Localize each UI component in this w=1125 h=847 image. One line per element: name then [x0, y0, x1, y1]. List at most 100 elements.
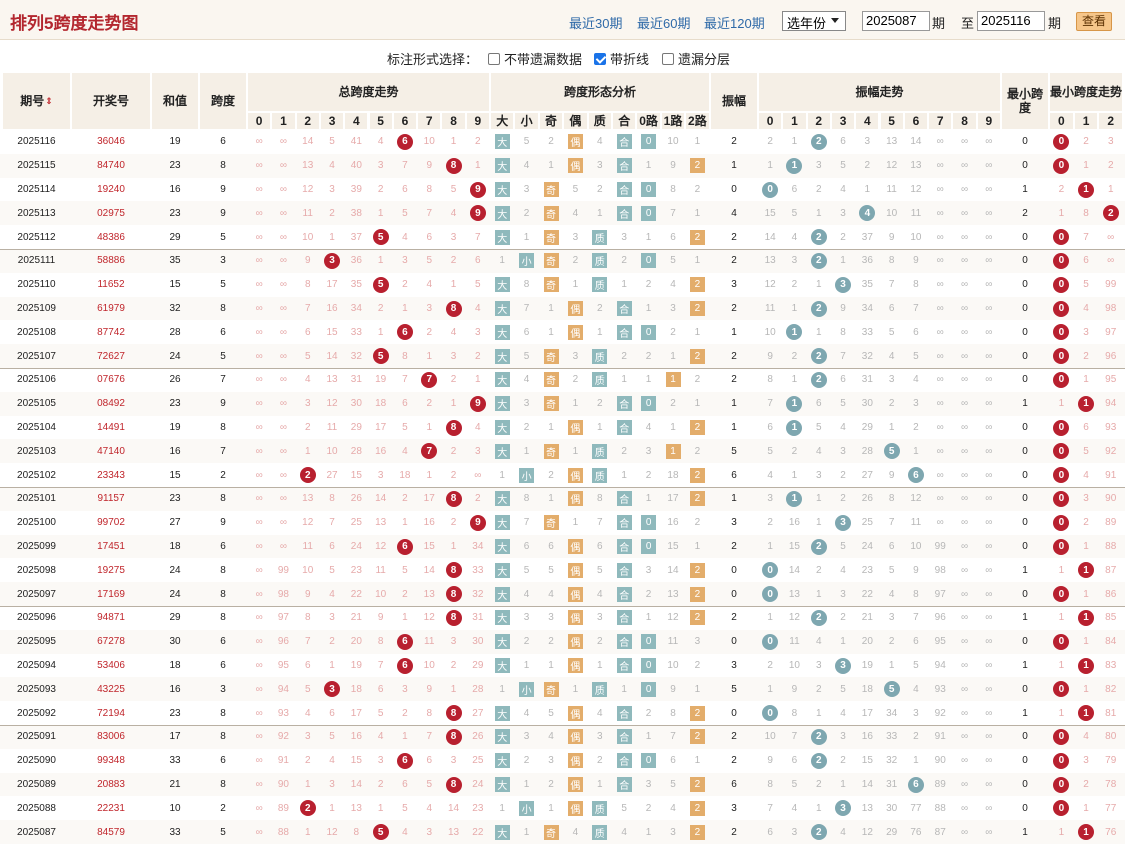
span-miss: ∞: [255, 755, 263, 767]
amp-miss: 7: [888, 517, 895, 529]
from-period-input[interactable]: 2025087: [862, 11, 930, 31]
amp-miss: 18: [861, 683, 873, 695]
amp-ball: 0: [762, 562, 779, 579]
road-tag: 2: [689, 301, 705, 316]
checkbox-miss-layered[interactable]: [662, 52, 674, 65]
amp-miss: 6: [815, 398, 822, 410]
view-button[interactable]: 查看: [1076, 12, 1112, 31]
form-miss: 4: [670, 279, 676, 291]
sort-arrow-icon[interactable]: ⇕: [45, 96, 53, 106]
form-miss: 1: [572, 683, 579, 695]
to-period-input[interactable]: 2025116: [977, 11, 1045, 31]
checkbox-with-polyline[interactable]: [594, 52, 606, 65]
form-miss: 2: [670, 326, 676, 338]
form-tag: 大: [494, 824, 510, 840]
amp-miss: ∞: [936, 445, 944, 457]
min-miss: 1: [1083, 588, 1089, 600]
road-tag: 2: [689, 491, 705, 507]
span-miss: 4: [329, 160, 335, 172]
form-miss: 1: [523, 826, 530, 838]
amp-ball: 0: [762, 586, 779, 603]
range-recent-60[interactable]: 最近60期: [637, 16, 691, 31]
span-miss: 1: [426, 421, 433, 433]
span-ball: 8: [445, 728, 462, 745]
span-miss: 1: [304, 778, 311, 790]
span-ball: 7: [421, 443, 438, 460]
span-miss: 14: [447, 802, 460, 814]
span-miss: 2: [304, 755, 311, 767]
form-miss: 2: [548, 136, 554, 148]
amp-miss: 31: [886, 778, 898, 790]
table-row: [0, 225, 1125, 249]
option-with-polyline[interactable]: 带折线: [594, 49, 649, 68]
amp-miss: ∞: [985, 826, 993, 838]
amp-ball: 1: [786, 324, 803, 341]
option-miss-layered[interactable]: 遗漏分层: [662, 49, 730, 68]
amp-miss: 10: [886, 207, 898, 219]
span-miss: 4: [450, 326, 457, 338]
min-ball: 0: [1053, 586, 1070, 603]
title-bar: 排列5跨度走势图 最近30期 最近60期 最近120期 选年份 2025087 …: [0, 0, 1125, 40]
range-recent-30[interactable]: 最近30期: [569, 16, 623, 31]
amp-miss: 2: [888, 636, 895, 648]
row-number: 72194: [97, 707, 125, 719]
span-miss: 2: [377, 778, 384, 790]
row-amplitude: 5: [731, 445, 737, 457]
amp-miss: 28: [861, 445, 873, 457]
span-miss: ∞: [279, 540, 288, 552]
row-min-span: 0: [1022, 540, 1028, 552]
amp-miss: 5: [888, 326, 895, 338]
range-recent-120[interactable]: 最近120期: [704, 16, 765, 31]
header-span-digit: 3: [319, 112, 345, 130]
span-miss: 2: [475, 350, 481, 362]
span-miss: 99: [277, 564, 289, 576]
amp-miss: ∞: [985, 707, 993, 719]
span-miss: 1: [450, 136, 457, 148]
row-period: 2025115: [17, 160, 56, 172]
form-miss: 1: [645, 612, 652, 624]
span-miss: 27: [326, 469, 338, 481]
amp-ball: 2: [810, 752, 827, 769]
form-tag: 质: [592, 229, 608, 245]
amp-miss: ∞: [936, 469, 944, 481]
road-tag: 2: [689, 610, 705, 626]
road-tag: 0: [641, 539, 657, 554]
row-span: 7: [220, 445, 226, 457]
row-min-span: 1: [1022, 707, 1028, 719]
form-tag: 质: [592, 277, 608, 293]
span-ball: 8: [445, 490, 462, 507]
amp-miss: ∞: [985, 659, 993, 671]
amp-miss: 11: [910, 517, 922, 529]
row-sum: 23: [169, 207, 181, 219]
min-ball: 0: [1053, 514, 1070, 531]
span-ball: 6: [396, 633, 413, 650]
span-ball: 6: [396, 538, 413, 555]
row-sum: 23: [169, 160, 181, 172]
span-miss: 5: [402, 207, 408, 219]
form-miss: 4: [523, 707, 530, 719]
span-miss: 3: [426, 826, 433, 838]
row-min-span: 0: [1022, 445, 1028, 457]
form-tag: 小: [519, 800, 535, 816]
amp-miss: 34: [886, 707, 898, 719]
amp-miss: ∞: [960, 183, 969, 195]
amp-miss: ∞: [960, 707, 969, 719]
span-miss: ∞: [255, 517, 263, 529]
amp-miss: 11: [764, 302, 776, 314]
table-row: [0, 153, 1125, 178]
row-period: 2025095: [17, 636, 56, 648]
min-miss: 5: [1083, 445, 1089, 457]
form-tag: 大: [494, 539, 510, 554]
span-miss: 3: [304, 398, 311, 410]
span-miss: 11: [326, 421, 338, 433]
min-miss: 4: [1083, 469, 1089, 481]
option-no-miss-data[interactable]: 不带遗漏数据: [488, 49, 582, 68]
year-select[interactable]: 选年份: [782, 11, 846, 31]
amp-miss: 4: [767, 469, 773, 481]
checkbox-no-miss-data[interactable]: [488, 52, 500, 65]
span-ball: 6: [396, 657, 413, 674]
row-period: 2025092: [17, 707, 56, 719]
row-sum: 27: [169, 517, 181, 529]
span-miss: 3: [450, 636, 457, 648]
header-period[interactable]: 期号 ⇕: [2, 72, 71, 130]
